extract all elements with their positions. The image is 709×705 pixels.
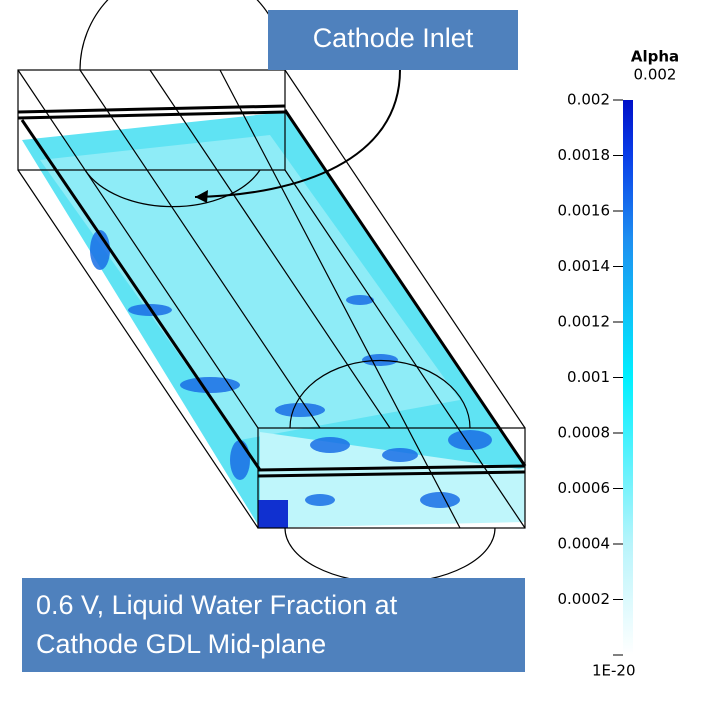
colorbar-title: Alpha — [631, 48, 679, 66]
tick-label: 0.0004 — [558, 535, 611, 553]
simulation-render — [18, 0, 525, 583]
tick-label: 0.0002 — [558, 590, 611, 608]
tick-label: 0.0006 — [558, 479, 611, 497]
tick-label: 0.0008 — [558, 424, 611, 442]
tick-label: 0.001 — [567, 368, 610, 386]
caption: Cathode GDL Mid-plane — [36, 629, 326, 659]
tick-label: 0.0018 — [558, 146, 611, 164]
inlet-label: Cathode Inlet — [313, 23, 474, 53]
tick-label: 1E-20 — [592, 662, 636, 680]
figure: Cathode Inlet 0.6 V, Liquid Water Fracti… — [0, 0, 709, 701]
tick-label: 0.0016 — [558, 202, 611, 220]
colorbar — [623, 100, 633, 655]
tick-label: 0.002 — [567, 91, 610, 109]
tick-label: 0.0012 — [558, 313, 611, 331]
tick-label: 0.0014 — [558, 257, 611, 275]
caption: 0.6 V, Liquid Water Fraction at — [36, 590, 398, 620]
colorbar-max: 0.002 — [634, 66, 677, 84]
